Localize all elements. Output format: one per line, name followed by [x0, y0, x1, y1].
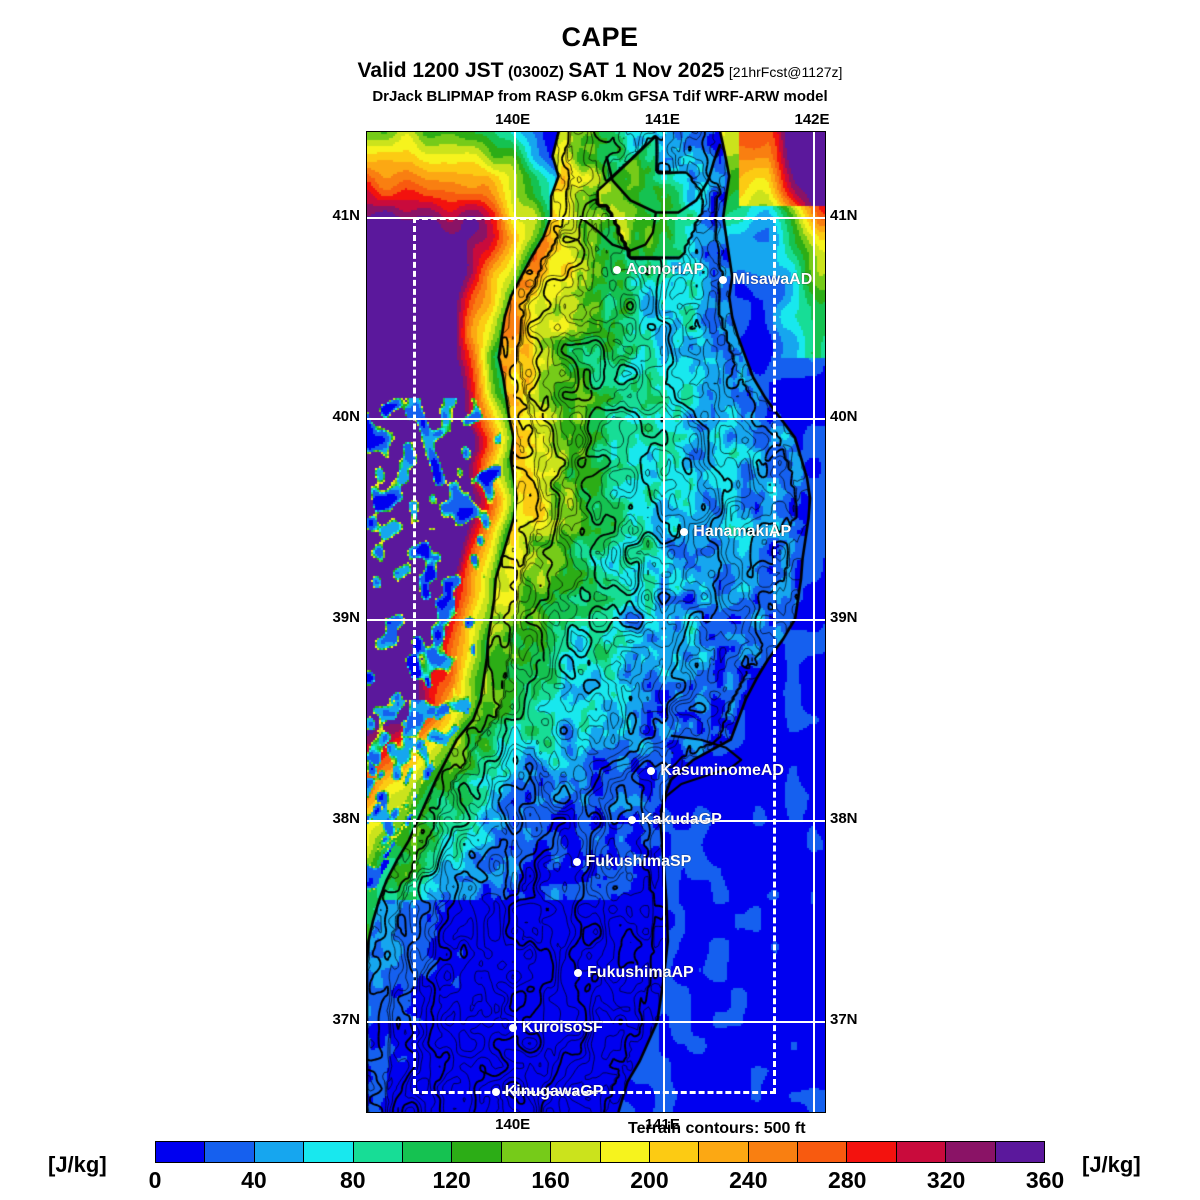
lon-label-bottom-140E: 140E: [495, 1116, 531, 1133]
forecast-tag: [21hrFcst@1127z]: [728, 64, 843, 80]
colorbar-swatch-120-140: [452, 1142, 502, 1162]
colorbar-swatch-160-180: [551, 1142, 601, 1162]
station-label: KasuminomeAD: [660, 761, 784, 779]
colorbar[interactable]: 0 40 80 120 160 200 240 280 320 360: [149, 1141, 1064, 1193]
lat-label-right-41N: 41N: [830, 206, 858, 224]
lat-label-right-37N: 37N: [830, 1011, 858, 1029]
colorbar-swatch-140-160: [501, 1142, 552, 1162]
station-dot-icon: [508, 1023, 517, 1032]
lon-label-top-141E: 141E: [644, 111, 680, 128]
colorbar-tick-0: 0: [148, 1167, 162, 1193]
colorbar-swatch-340-360: [995, 1142, 1045, 1162]
title-block: CAPE Valid 1200 JST (0300Z) SAT 1 Nov 20…: [0, 0, 1200, 105]
cape-map[interactable]: AomoriAP MisawaAD HanamakiAP KasuminomeAD Ka…: [366, 131, 826, 1113]
colorbar-swatch-260-280: [798, 1142, 848, 1162]
colorbar-unit-left: [J/kg]: [48, 1152, 107, 1177]
colorbar-swatch-80-100: [353, 1142, 403, 1162]
colorbar-tick-280: 280: [828, 1167, 867, 1193]
station-label: KuroisoSF: [521, 1018, 603, 1036]
station-dot-icon: [647, 766, 656, 775]
station-label: FukushimaSP: [585, 853, 692, 871]
lon-label-top-140E: 140E: [495, 111, 531, 128]
colorbar-swatch-300-320: [896, 1142, 947, 1162]
colorbar-tick-360: 360: [1025, 1167, 1065, 1193]
station-dot-icon: [491, 1087, 500, 1096]
cape-raster: [367, 132, 825, 1112]
colorbar-swatch-40-60: [254, 1142, 305, 1162]
station-label: MisawaAD: [732, 270, 813, 288]
station-label: KakudaGP: [640, 811, 722, 829]
colorbar-tick-80: 80: [339, 1167, 366, 1193]
lat-label-left-40N: 40N: [332, 407, 360, 425]
colorbar-tick-200: 200: [630, 1167, 669, 1193]
colorbar-swatch-100-120: [402, 1142, 453, 1162]
colorbar-swatches: [155, 1141, 1045, 1163]
colorbar-swatch-0-20: [156, 1142, 206, 1162]
lat-label-right-39N: 39N: [830, 608, 858, 626]
lat-label-left-37N: 37N: [332, 1011, 360, 1029]
valid-date: SAT 1 Nov 2025: [568, 59, 725, 82]
colorbar-swatch-60-80: [304, 1142, 354, 1162]
station-dot-icon: [719, 275, 728, 284]
lat-label-left-41N: 41N: [332, 206, 360, 224]
valid-time-line: Valid 1200 JST (0300Z) SAT 1 Nov 2025 [2…: [0, 60, 1200, 81]
lon-label-bottom-141E: 141E: [644, 1116, 680, 1133]
colorbar-swatch-200-220: [649, 1142, 700, 1162]
lat-label-right-38N: 38N: [830, 810, 858, 828]
station-label: HanamakiAP: [693, 523, 792, 541]
station-dot-icon: [680, 528, 689, 537]
lat-label-right-40N: 40N: [830, 407, 858, 425]
valid-time-main: Valid 1200 JST: [357, 59, 504, 82]
station-dot-icon: [627, 816, 636, 825]
colorbar-tick-120: 120: [432, 1167, 471, 1193]
valid-time-zulu: (0300Z): [507, 64, 564, 81]
colorbar-unit-right: [J/kg]: [1082, 1152, 1141, 1177]
colorbar-tick-320: 320: [926, 1167, 966, 1193]
station-label: AomoriAP: [625, 260, 705, 278]
lat-label-left-38N: 38N: [332, 810, 360, 828]
colorbar-tick-240: 240: [729, 1167, 768, 1193]
station-label: KinugawaGP: [504, 1082, 604, 1100]
colorbar-swatch-280-300: [847, 1142, 897, 1162]
colorbar-swatch-180-200: [600, 1142, 650, 1162]
colorbar-swatch-240-260: [748, 1142, 799, 1162]
colorbar-swatch-20-40: [205, 1142, 255, 1162]
page-title: CAPE: [561, 22, 639, 52]
colorbar-swatch-320-340: [946, 1142, 996, 1162]
colorbar-tick-160: 160: [531, 1167, 570, 1193]
station-dot-icon: [572, 858, 581, 867]
station-dot-icon: [612, 265, 621, 274]
station-label: FukushimaAP: [587, 964, 694, 982]
model-description: DrJack BLIPMAP from RASP 6.0km GFSA Tdif…: [372, 88, 828, 105]
colorbar-swatch-220-240: [699, 1142, 749, 1162]
lon-label-top-142E: 142E: [794, 111, 830, 128]
station-dot-icon: [574, 969, 583, 978]
colorbar-tick-40: 40: [241, 1167, 267, 1193]
lat-label-left-39N: 39N: [332, 608, 360, 626]
terrain-contour-note: Terrain contours: 500 ft: [628, 1120, 806, 1137]
